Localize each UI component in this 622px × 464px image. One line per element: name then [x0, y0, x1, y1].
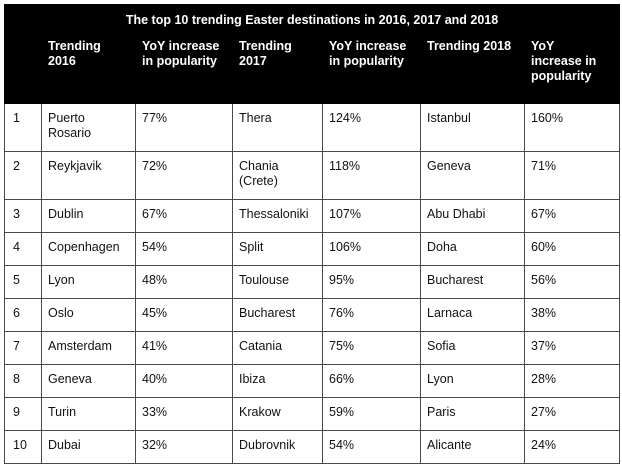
header-yoy-2018: YoY increase in popularity — [523, 35, 621, 104]
cell-yoy-2017: 107% — [322, 199, 421, 233]
cell-city-2017: Split — [232, 232, 323, 266]
cell-city-2017: Ibiza — [232, 364, 323, 398]
cell-rank: 7 — [4, 331, 42, 365]
cell-yoy-2016: 40% — [135, 364, 233, 398]
table-body: 1 Puerto Rosario 77% Thera 124% Istanbul 160% 2… — [4, 103, 621, 464]
cell-yoy-2016: 54% — [135, 232, 233, 266]
cell-city-2018: Lyon — [420, 364, 525, 398]
cell-rank: 8 — [4, 364, 42, 398]
cell-city-2016: Lyon — [41, 265, 136, 299]
table-row: 6 Oslo 45% Bucharest 76% Larnaca 38% — [4, 298, 621, 332]
cell-yoy-2018: 24% — [523, 430, 621, 464]
table-row: 5 Lyon 48% Toulouse 95% Bucharest 56% — [4, 265, 621, 299]
cell-yoy-2016: 32% — [135, 430, 233, 464]
cell-yoy-2016: 67% — [135, 199, 233, 233]
cell-rank: 9 — [4, 397, 42, 431]
cell-yoy-2017: 95% — [322, 265, 421, 299]
cell-yoy-2016: 77% — [135, 103, 233, 152]
cell-yoy-2018: 56% — [523, 265, 621, 299]
cell-yoy-2016: 48% — [135, 265, 233, 299]
cell-city-2016: Dublin — [41, 199, 136, 233]
cell-city-2016: Reykjavik — [41, 151, 136, 200]
header-trending-2018: Trending 2018 — [420, 35, 525, 104]
cell-yoy-2016: 45% — [135, 298, 233, 332]
header-trending-2017: Trending 2017 — [232, 35, 323, 104]
cell-city-2018: Doha — [420, 232, 525, 266]
table-row: 1 Puerto Rosario 77% Thera 124% Istanbul 160% — [4, 103, 621, 152]
table-title: The top 10 trending Easter destinations … — [3, 4, 621, 36]
cell-yoy-2016: 41% — [135, 331, 233, 365]
header-yoy-2016: YoY increase in popularity — [135, 35, 233, 104]
cell-city-2018: Geneva — [420, 151, 525, 200]
cell-yoy-2018: 67% — [523, 199, 621, 233]
cell-yoy-2018: 37% — [523, 331, 621, 365]
cell-city-2017: Thera — [232, 103, 323, 152]
cell-yoy-2017: 66% — [322, 364, 421, 398]
cell-yoy-2018: 160% — [523, 103, 621, 152]
cell-city-2016: Puerto Rosario — [41, 103, 136, 152]
cell-city-2017: Toulouse — [232, 265, 323, 299]
cell-city-2017: Krakow — [232, 397, 323, 431]
table-row: 4 Copenhagen 54% Split 106% Doha 60% — [4, 232, 621, 266]
cell-city-2016: Geneva — [41, 364, 136, 398]
cell-city-2017: Chania (Crete) — [232, 151, 323, 200]
cell-rank: 1 — [4, 103, 42, 152]
cell-rank: 5 — [4, 265, 42, 299]
table-row: 7 Amsterdam 41% Catania 75% Sofia 37% — [4, 331, 621, 365]
cell-city-2018: Istanbul — [420, 103, 525, 152]
table-row: 2 Reykjavik 72% Chania (Crete) 118% Geneva 71% — [4, 151, 621, 200]
cell-city-2016: Dubai — [41, 430, 136, 464]
table-row: 3 Dublin 67% Thessaloniki 107% Abu Dhabi 67% — [4, 199, 621, 233]
cell-city-2017: Dubrovnik — [232, 430, 323, 464]
cell-city-2017: Bucharest — [232, 298, 323, 332]
easter-destinations-table: The top 10 trending Easter destinations … — [3, 4, 621, 464]
cell-city-2017: Catania — [232, 331, 323, 365]
title-row: The top 10 trending Easter destinations … — [3, 4, 621, 36]
cell-yoy-2018: 28% — [523, 364, 621, 398]
cell-yoy-2017: 118% — [322, 151, 421, 200]
cell-rank: 10 — [4, 430, 42, 464]
cell-city-2016: Copenhagen — [41, 232, 136, 266]
cell-yoy-2016: 33% — [135, 397, 233, 431]
cell-yoy-2017: 76% — [322, 298, 421, 332]
cell-city-2018: Paris — [420, 397, 525, 431]
cell-yoy-2017: 106% — [322, 232, 421, 266]
header-trending-2016: Trending 2016 — [41, 35, 136, 104]
cell-rank: 2 — [4, 151, 42, 200]
table-row: 9 Turin 33% Krakow 59% Paris 27% — [4, 397, 621, 431]
cell-yoy-2017: 59% — [322, 397, 421, 431]
cell-city-2016: Amsterdam — [41, 331, 136, 365]
cell-rank: 4 — [4, 232, 42, 266]
cell-rank: 3 — [4, 199, 42, 233]
table-row: 8 Geneva 40% Ibiza 66% Lyon 28% — [4, 364, 621, 398]
header-row: Trending 2016 YoY increase in popularity… — [4, 35, 621, 104]
cell-city-2018: Larnaca — [420, 298, 525, 332]
cell-rank: 6 — [4, 298, 42, 332]
cell-city-2016: Oslo — [41, 298, 136, 332]
cell-yoy-2017: 54% — [322, 430, 421, 464]
cell-yoy-2018: 60% — [523, 232, 621, 266]
cell-yoy-2016: 72% — [135, 151, 233, 200]
cell-yoy-2017: 75% — [322, 331, 421, 365]
cell-city-2017: Thessaloniki — [232, 199, 323, 233]
cell-yoy-2017: 124% — [322, 103, 421, 152]
cell-yoy-2018: 38% — [523, 298, 621, 332]
header-yoy-2017: YoY increase in popularity — [322, 35, 421, 104]
cell-city-2018: Bucharest — [420, 265, 525, 299]
cell-city-2016: Turin — [41, 397, 136, 431]
cell-yoy-2018: 71% — [523, 151, 621, 200]
cell-city-2018: Sofia — [420, 331, 525, 365]
cell-city-2018: Alicante — [420, 430, 525, 464]
cell-city-2018: Abu Dhabi — [420, 199, 525, 233]
header-rank — [4, 35, 42, 104]
cell-yoy-2018: 27% — [523, 397, 621, 431]
table-row: 10 Dubai 32% Dubrovnik 54% Alicante 24% — [4, 430, 621, 464]
